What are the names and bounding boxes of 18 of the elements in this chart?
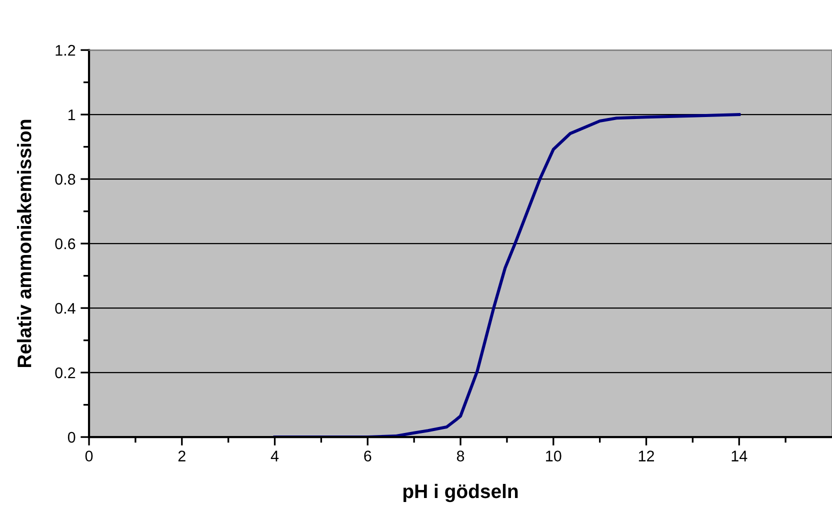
y-tick-label: 0.8 xyxy=(55,174,76,185)
x-tick-label: 6 xyxy=(364,450,372,462)
x-tick-label: 4 xyxy=(270,450,279,462)
x-tick-label: 0 xyxy=(85,450,93,462)
x-tick-label: 12 xyxy=(638,450,654,462)
y-axis-title: Relativ ammoniakemission xyxy=(17,120,32,368)
x-tick-label: 14 xyxy=(732,450,748,462)
y-tick-label: 1.2 xyxy=(56,44,76,56)
y-tick-label: 0.6 xyxy=(55,238,76,250)
y-tick-label: 0.4 xyxy=(55,302,76,314)
line-series xyxy=(273,113,741,438)
y-tick-label: 0.2 xyxy=(55,367,76,378)
x-axis-title: pH i gödseln xyxy=(403,484,518,502)
y-tick-label: 0 xyxy=(68,432,76,443)
x-tick-label: 8 xyxy=(456,450,464,462)
y-tick-label: 1 xyxy=(68,110,76,120)
x-tick-label: 2 xyxy=(178,450,186,462)
x-tick-label: 10 xyxy=(546,450,562,462)
